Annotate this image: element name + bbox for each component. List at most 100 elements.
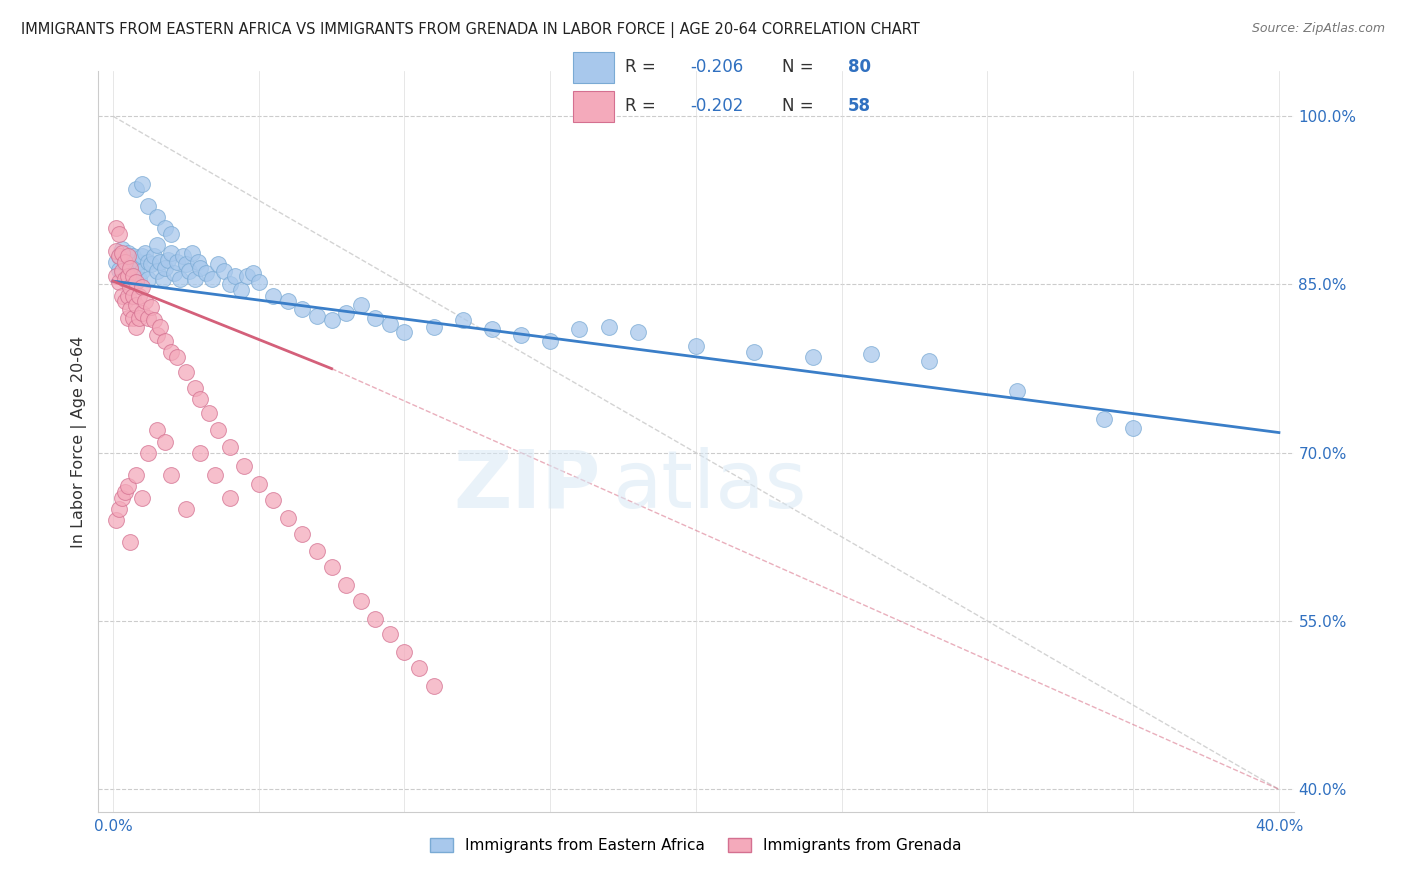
Point bbox=[364, 612, 387, 626]
Point bbox=[136, 255, 159, 269]
Point bbox=[108, 501, 131, 516]
Point bbox=[104, 221, 127, 235]
Point bbox=[160, 344, 183, 359]
Point bbox=[218, 277, 240, 292]
Point bbox=[627, 325, 650, 339]
Point bbox=[120, 535, 142, 549]
Point bbox=[114, 252, 136, 267]
Point bbox=[125, 275, 148, 289]
Point bbox=[104, 513, 127, 527]
Point bbox=[108, 227, 131, 241]
Text: N =: N = bbox=[782, 97, 818, 115]
Point bbox=[598, 320, 620, 334]
Point bbox=[212, 264, 235, 278]
Point bbox=[155, 221, 177, 235]
Point bbox=[335, 578, 357, 592]
Point bbox=[131, 264, 153, 278]
Point bbox=[277, 294, 299, 309]
Point bbox=[180, 246, 202, 260]
Point bbox=[350, 298, 373, 312]
Point bbox=[131, 279, 153, 293]
Point bbox=[236, 268, 259, 283]
Point bbox=[451, 313, 474, 327]
Text: IMMIGRANTS FROM EASTERN AFRICA VS IMMIGRANTS FROM GRENADA IN LABOR FORCE | AGE 2: IMMIGRANTS FROM EASTERN AFRICA VS IMMIGR… bbox=[21, 22, 920, 38]
Point bbox=[122, 289, 145, 303]
Point bbox=[117, 289, 139, 303]
Point bbox=[128, 272, 150, 286]
Point bbox=[104, 244, 127, 258]
Point bbox=[163, 266, 186, 280]
Point bbox=[801, 351, 824, 365]
Point bbox=[120, 302, 142, 317]
Point bbox=[111, 491, 134, 505]
Text: 58: 58 bbox=[848, 97, 870, 115]
Point bbox=[190, 392, 212, 406]
Point bbox=[142, 250, 165, 264]
Point bbox=[1122, 421, 1144, 435]
Point bbox=[160, 468, 183, 483]
Point bbox=[378, 317, 401, 331]
Point bbox=[174, 257, 197, 271]
Point bbox=[291, 302, 314, 317]
Point bbox=[125, 320, 148, 334]
Point bbox=[166, 351, 188, 365]
Point bbox=[114, 485, 136, 500]
Point bbox=[174, 365, 197, 379]
Point bbox=[218, 440, 240, 454]
Point bbox=[190, 446, 212, 460]
Point bbox=[114, 272, 136, 286]
Point bbox=[120, 260, 142, 275]
Point bbox=[125, 468, 148, 483]
Point bbox=[117, 311, 139, 326]
Point bbox=[136, 311, 159, 326]
Point bbox=[262, 492, 284, 507]
Point bbox=[195, 266, 218, 280]
Point bbox=[145, 238, 167, 252]
Point bbox=[122, 250, 145, 264]
Point bbox=[145, 210, 167, 224]
Point bbox=[305, 544, 328, 558]
Point bbox=[201, 272, 224, 286]
Point bbox=[160, 246, 183, 260]
Point bbox=[394, 325, 416, 339]
Point bbox=[233, 459, 256, 474]
Point bbox=[422, 320, 444, 334]
Point bbox=[378, 627, 401, 641]
Point bbox=[128, 289, 150, 303]
Point bbox=[224, 268, 246, 283]
Point bbox=[321, 560, 343, 574]
Point bbox=[149, 320, 172, 334]
Point bbox=[291, 526, 314, 541]
Point bbox=[172, 250, 194, 264]
Point bbox=[111, 246, 134, 260]
Point bbox=[364, 311, 387, 326]
Point bbox=[104, 255, 127, 269]
Text: R =: R = bbox=[624, 59, 661, 77]
Bar bbox=[574, 53, 613, 83]
Point bbox=[155, 260, 177, 275]
Point bbox=[204, 468, 226, 483]
Point bbox=[262, 289, 284, 303]
Point bbox=[177, 264, 200, 278]
Point bbox=[149, 255, 172, 269]
Point bbox=[108, 263, 131, 277]
Point bbox=[122, 268, 145, 283]
Point bbox=[128, 311, 150, 326]
Text: N =: N = bbox=[782, 59, 818, 77]
Y-axis label: In Labor Force | Age 20-64: In Labor Force | Age 20-64 bbox=[72, 335, 87, 548]
Point bbox=[131, 177, 153, 191]
Point bbox=[117, 260, 139, 275]
Point bbox=[134, 294, 156, 309]
Point bbox=[247, 477, 270, 491]
Bar bbox=[574, 91, 613, 121]
Text: -0.202: -0.202 bbox=[690, 97, 744, 115]
Point bbox=[122, 268, 145, 283]
Point bbox=[136, 446, 159, 460]
Point bbox=[111, 242, 134, 256]
Point bbox=[117, 268, 139, 283]
Point bbox=[422, 679, 444, 693]
Text: R =: R = bbox=[624, 97, 661, 115]
Point bbox=[321, 313, 343, 327]
Point bbox=[198, 407, 221, 421]
Point bbox=[350, 594, 373, 608]
